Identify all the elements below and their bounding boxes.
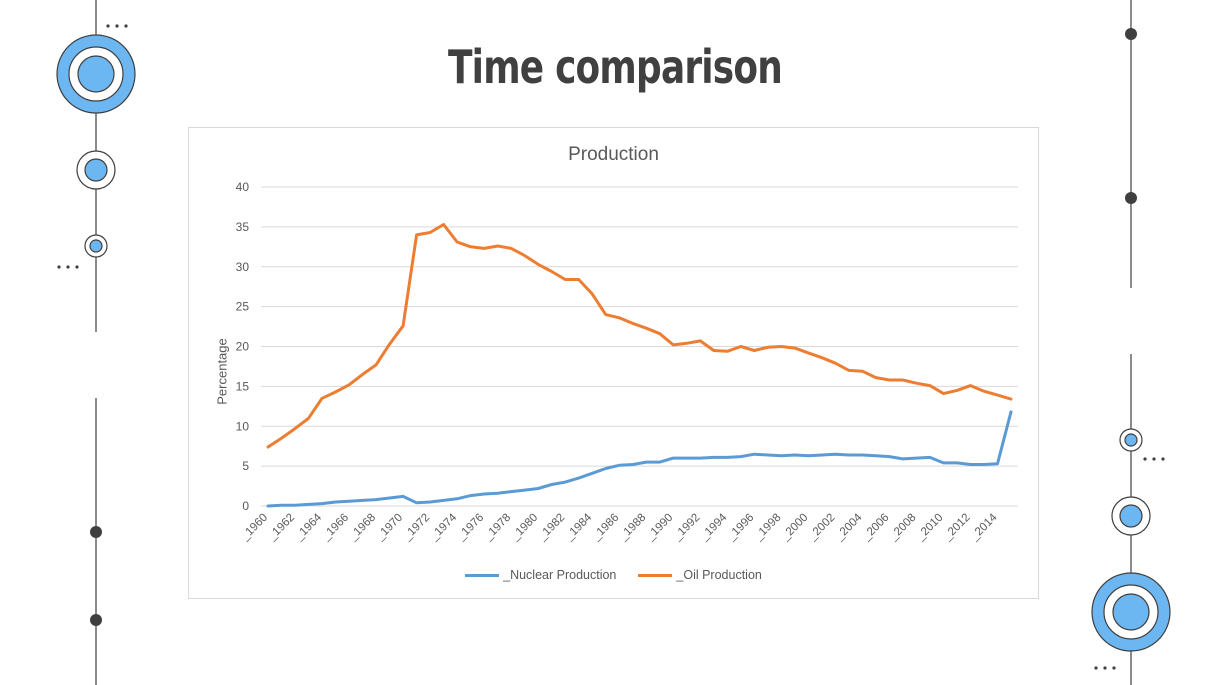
decor-circle-small-bottom-right (1119, 428, 1143, 452)
x-tick-label_1990: _1990 (644, 512, 676, 544)
x-tick-label_1966: _1966 (319, 512, 351, 544)
y-tick-label-0: 0 (242, 499, 249, 513)
x-tick-label_1998: _1998 (752, 512, 784, 544)
x-tick-label_1970: _1970 (373, 512, 405, 544)
chart-legend: _Nuclear Production _Oil Production (189, 568, 1038, 582)
y-tick-label-35: 35 (236, 220, 250, 234)
x-tick-label_1986: _1986 (590, 512, 622, 544)
y-tick-label-30: 30 (236, 260, 250, 274)
y-tick-label-5: 5 (242, 459, 249, 473)
x-tick-label_2002: _2002 (806, 512, 838, 544)
production-chart: 0 5 10 15 20 25 30 35 40 _1960 _1962 _1964 _1966 _196… (188, 127, 1039, 599)
slide-title: Time comparison (447, 40, 783, 94)
y-tick-label-40: 40 (236, 180, 250, 194)
x-tick-label_1994: _1994 (698, 511, 730, 543)
x-tick-label_1962: _1962 (265, 512, 297, 544)
nuclear-production-line (266, 410, 1013, 508)
legend-item-nuclear: _Nuclear Production (465, 568, 616, 582)
decor-node-bottom-left-1 (90, 526, 102, 538)
x-tick-label_1982: _1982 (536, 512, 568, 544)
decor-dots-top (106, 24, 128, 28)
decor-dots-right (1143, 457, 1165, 461)
x-tick-label_2000: _2000 (779, 512, 811, 544)
x-tick-label_1980: _1980 (508, 512, 540, 544)
x-tick-label_2012: _2012 (941, 512, 973, 544)
y-tick-label-10: 10 (236, 419, 250, 433)
decor-node-top-right-1 (1125, 28, 1137, 40)
x-tick-label_2004: _2004 (833, 511, 865, 543)
decor-circle-small-top-left (84, 234, 108, 258)
x-tick-label_1978: _1978 (481, 512, 513, 544)
x-tick-label_1984: _1984 (563, 511, 595, 543)
decor-circle-medium-bottom-right (1111, 496, 1151, 536)
decor-node-bottom-left-2 (90, 614, 102, 626)
x-tick-label_1968: _1968 (346, 512, 378, 544)
legend-item-oil: _Oil Production (638, 568, 762, 582)
y-tick-label-15: 15 (236, 379, 250, 393)
decor-dots-left (57, 265, 79, 269)
x-tick-label_2014: _2014 (968, 511, 1000, 543)
x-tick-label_2008: _2008 (887, 512, 919, 544)
decor-dots-bottom (1094, 666, 1116, 670)
legend-label-oil: _Oil Production (676, 568, 762, 582)
decor-node-top-right-2 (1125, 192, 1137, 204)
x-tick-label_2010: _2010 (914, 512, 946, 544)
legend-swatch-nuclear (465, 573, 500, 577)
chart-plot: 0 5 10 15 20 25 30 35 40 _1960_1962_1964_1966_196… (236, 180, 1018, 544)
x-tick-label_2006: _2006 (860, 512, 892, 544)
x-tick-label_1976: _1976 (454, 512, 486, 544)
y-tick-label-20: 20 (236, 340, 250, 354)
chart-title: Production (568, 144, 659, 165)
y-tick-label-25: 25 (236, 300, 250, 314)
decor-circle-large-top-left (56, 34, 136, 114)
decor-circle-large-bottom-right (1091, 572, 1171, 652)
decor-circle-medium-top-left (76, 150, 116, 190)
x-tick-label_1964: _1964 (292, 511, 324, 543)
x-tick-label_1992: _1992 (671, 512, 703, 544)
x-tick-label_1988: _1988 (617, 512, 649, 544)
legend-swatch-oil (638, 573, 673, 577)
legend-label-nuclear: _Nuclear Production (503, 568, 617, 582)
x-tick-label_1996: _1996 (725, 512, 757, 544)
oil-production-line (266, 223, 1013, 449)
y-axis-label: Percentage (214, 338, 230, 405)
x-tick-label_1974: _1974 (427, 511, 459, 543)
x-tick-label_1972: _1972 (400, 512, 432, 544)
x-tick-label_1960: _1960 (238, 512, 270, 544)
